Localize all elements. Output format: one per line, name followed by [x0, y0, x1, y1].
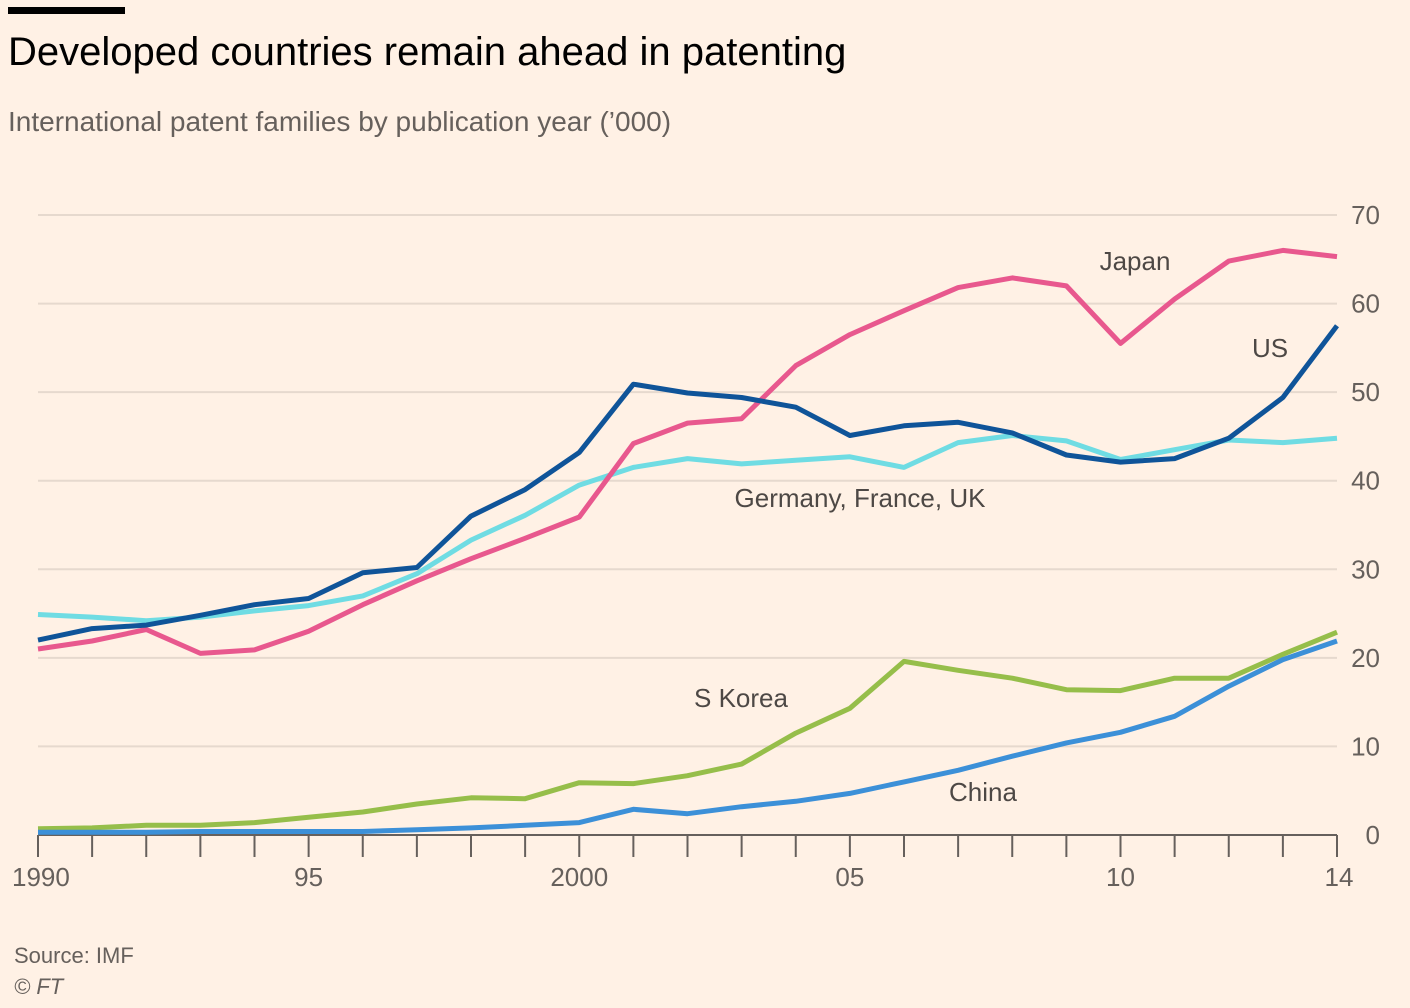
y-tick-label: 0	[1366, 820, 1380, 850]
y-tick-label: 40	[1351, 466, 1380, 496]
chart-subtitle: International patent families by publica…	[8, 106, 672, 137]
y-tick-label: 10	[1351, 731, 1380, 761]
series-line-us	[37, 324, 1339, 643]
y-tick-label: 70	[1351, 200, 1380, 230]
series-labels: Japan US Germany, France, UK S Korea China	[694, 246, 1288, 807]
y-tick-label: 30	[1351, 554, 1380, 584]
series-line-germany-france-uk	[37, 433, 1338, 624]
series-label-china: China	[949, 777, 1017, 807]
source-note: Source: IMF	[14, 943, 134, 968]
series-label-japan: Japan	[1100, 246, 1171, 276]
y-tick-label: 60	[1351, 289, 1380, 319]
series-line-china	[38, 638, 1338, 835]
copyright-note: © FT	[14, 974, 64, 999]
x-tick-label: 14	[1325, 862, 1354, 892]
series-lines	[37, 247, 1339, 835]
x-tick-label: 2000	[550, 862, 608, 892]
y-tick-label: 50	[1351, 377, 1380, 407]
x-tick-label: 10	[1106, 862, 1135, 892]
x-tick-label: 95	[294, 862, 323, 892]
y-axis-ticks: 0 10 20 30 40 50 60 70	[1351, 200, 1380, 850]
brand-rule	[8, 7, 125, 14]
series-label-us: US	[1252, 333, 1288, 363]
series-line-japan	[37, 247, 1338, 656]
x-axis: 1990 95 2000 05 10 14	[12, 834, 1354, 892]
chart-title: Developed countries remain ahead in pate…	[8, 30, 847, 74]
series-label-s-korea: S Korea	[694, 683, 788, 713]
x-tick-label: 1990	[12, 862, 70, 892]
series-line-s-korea	[37, 629, 1338, 832]
gridlines	[38, 214, 1337, 748]
y-tick-label: 20	[1351, 643, 1380, 673]
x-tick-label: 05	[835, 862, 864, 892]
series-label-germany-france-uk: Germany, France, UK	[735, 483, 987, 513]
